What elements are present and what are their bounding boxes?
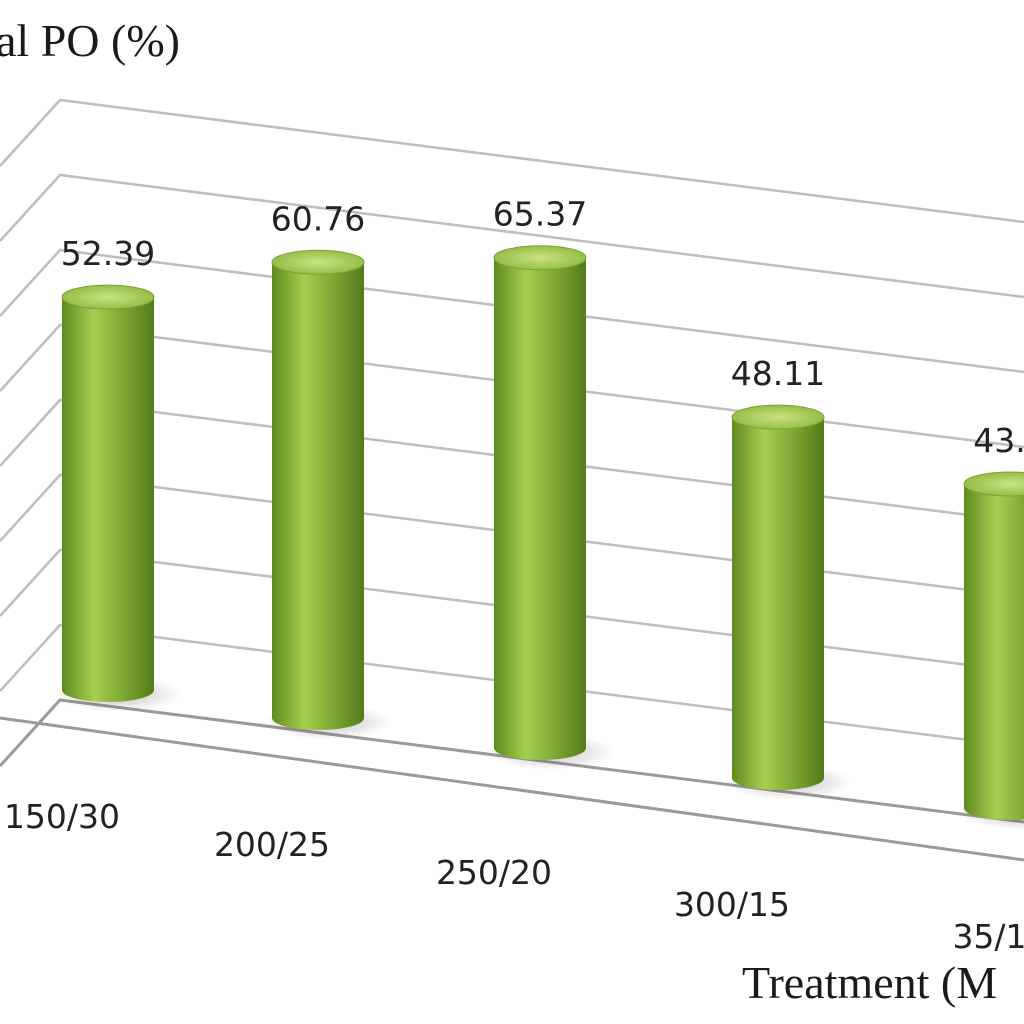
gridline [0,548,1024,674]
bar [724,404,852,800]
bar [54,284,182,712]
bar-body [732,417,824,790]
gridline [0,623,1024,749]
x-tick-label: 250/20 [436,853,552,892]
gridline [0,473,1024,599]
data-label: 52.39 [61,234,155,273]
y-axis-title: al PO (%) [0,15,180,66]
bar-top [963,471,1024,497]
bar-layer [54,245,1024,830]
bar-top [271,249,365,275]
floor-edge [0,716,1024,862]
grid-layer [0,98,1024,862]
bar [264,249,392,740]
x-tick-label: 150/30 [4,797,120,836]
bar-top [731,404,825,430]
data-label: 48.11 [731,354,825,393]
gridline [0,398,1024,524]
label-layer: 52.39 60.76 65.37 48.11 43.2 150/30 200/25 250/… [4,195,1024,956]
bar [486,245,614,770]
x-tick-label: 200/25 [214,825,330,864]
bar [956,471,1024,830]
gridline [0,323,1024,449]
gridline [0,98,1024,224]
bar-body [62,297,154,702]
gridline [0,248,1024,374]
data-label: 43.2 [973,421,1024,460]
data-label: 60.76 [271,199,365,238]
bar-body [494,257,586,760]
bar-top [493,245,587,271]
data-label: 65.37 [493,195,587,234]
bar-top [61,284,155,310]
bar-body [272,262,364,730]
x-tick-label: 35/10 [952,917,1024,956]
x-axis-title: Treatment (M [742,957,997,1008]
x-tick-label: 300/15 [674,885,790,924]
gridline [0,173,1024,299]
bar-body [964,484,1024,820]
